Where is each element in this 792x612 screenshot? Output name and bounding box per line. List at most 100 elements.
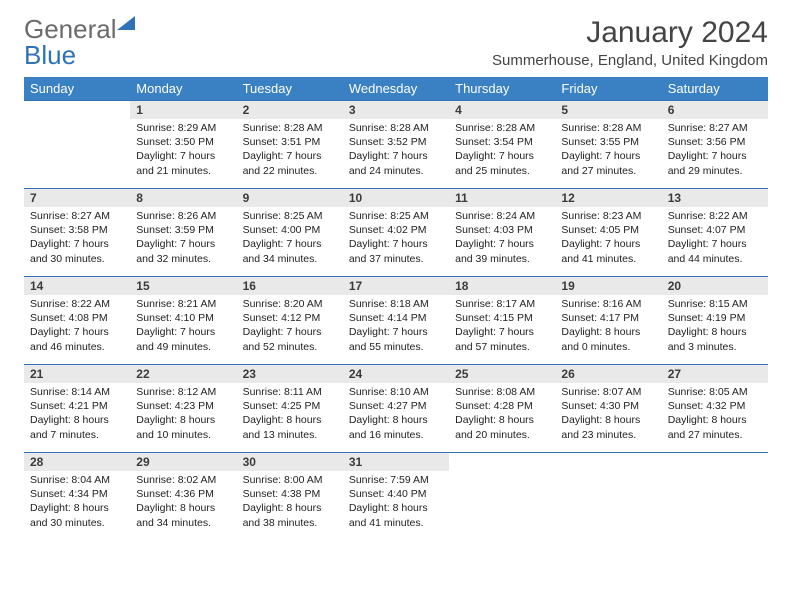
day-number: 3	[343, 101, 449, 119]
day-detail: Sunrise: 8:25 AMSunset: 4:00 PMDaylight:…	[237, 207, 343, 270]
day-detail: Sunrise: 8:15 AMSunset: 4:19 PMDaylight:…	[662, 295, 768, 358]
brand-text: General Blue	[24, 16, 139, 68]
calendar-day-cell: 11Sunrise: 8:24 AMSunset: 4:03 PMDayligh…	[449, 189, 555, 277]
calendar-day-cell: 14Sunrise: 8:22 AMSunset: 4:08 PMDayligh…	[24, 277, 130, 365]
day-detail: Sunrise: 8:23 AMSunset: 4:05 PMDaylight:…	[555, 207, 661, 270]
day-detail: Sunrise: 8:28 AMSunset: 3:51 PMDaylight:…	[237, 119, 343, 182]
calendar-day-cell: 10Sunrise: 8:25 AMSunset: 4:02 PMDayligh…	[343, 189, 449, 277]
sail-icon	[117, 16, 139, 32]
day-number: 21	[24, 365, 130, 383]
day-detail: Sunrise: 8:05 AMSunset: 4:32 PMDaylight:…	[662, 383, 768, 446]
day-detail: Sunrise: 8:22 AMSunset: 4:07 PMDaylight:…	[662, 207, 768, 270]
calendar-day-cell: 13Sunrise: 8:22 AMSunset: 4:07 PMDayligh…	[662, 189, 768, 277]
day-detail: Sunrise: 8:12 AMSunset: 4:23 PMDaylight:…	[130, 383, 236, 446]
day-detail: Sunrise: 8:27 AMSunset: 3:58 PMDaylight:…	[24, 207, 130, 270]
day-number: 23	[237, 365, 343, 383]
calendar-day-cell: 20Sunrise: 8:15 AMSunset: 4:19 PMDayligh…	[662, 277, 768, 365]
day-number: 29	[130, 453, 236, 471]
day-number: 2	[237, 101, 343, 119]
calendar-day-cell: 26Sunrise: 8:07 AMSunset: 4:30 PMDayligh…	[555, 365, 661, 453]
day-number: 16	[237, 277, 343, 295]
calendar-day-cell: 28Sunrise: 8:04 AMSunset: 4:34 PMDayligh…	[24, 453, 130, 541]
day-detail: Sunrise: 8:26 AMSunset: 3:59 PMDaylight:…	[130, 207, 236, 270]
day-number: 9	[237, 189, 343, 207]
day-detail: Sunrise: 8:17 AMSunset: 4:15 PMDaylight:…	[449, 295, 555, 358]
calendar-week-row: ..1Sunrise: 8:29 AMSunset: 3:50 PMDaylig…	[24, 101, 768, 189]
day-number: 5	[555, 101, 661, 119]
day-detail: Sunrise: 8:16 AMSunset: 4:17 PMDaylight:…	[555, 295, 661, 358]
calendar-week-row: 28Sunrise: 8:04 AMSunset: 4:34 PMDayligh…	[24, 453, 768, 541]
calendar-day-cell: 17Sunrise: 8:18 AMSunset: 4:14 PMDayligh…	[343, 277, 449, 365]
day-detail: Sunrise: 8:28 AMSunset: 3:54 PMDaylight:…	[449, 119, 555, 182]
day-detail: Sunrise: 8:25 AMSunset: 4:02 PMDaylight:…	[343, 207, 449, 270]
day-number: 26	[555, 365, 661, 383]
day-number: 6	[662, 101, 768, 119]
day-detail: Sunrise: 8:04 AMSunset: 4:34 PMDaylight:…	[24, 471, 130, 534]
day-number: 7	[24, 189, 130, 207]
day-header: Thursday	[449, 77, 555, 101]
calendar-day-cell: 16Sunrise: 8:20 AMSunset: 4:12 PMDayligh…	[237, 277, 343, 365]
calendar-week-row: 7Sunrise: 8:27 AMSunset: 3:58 PMDaylight…	[24, 189, 768, 277]
day-number: 17	[343, 277, 449, 295]
day-number: 27	[662, 365, 768, 383]
day-number: 13	[662, 189, 768, 207]
brand-blue: Blue	[24, 40, 76, 70]
day-number: 20	[662, 277, 768, 295]
calendar-day-cell: 21Sunrise: 8:14 AMSunset: 4:21 PMDayligh…	[24, 365, 130, 453]
day-number: 18	[449, 277, 555, 295]
day-number: 1	[130, 101, 236, 119]
day-number: 30	[237, 453, 343, 471]
day-header: Sunday	[24, 77, 130, 101]
header: General Blue January 2024 Summerhouse, E…	[24, 16, 768, 69]
day-number: 4	[449, 101, 555, 119]
day-detail: Sunrise: 8:29 AMSunset: 3:50 PMDaylight:…	[130, 119, 236, 182]
day-number: 14	[24, 277, 130, 295]
day-header: Friday	[555, 77, 661, 101]
day-detail: Sunrise: 8:21 AMSunset: 4:10 PMDaylight:…	[130, 295, 236, 358]
calendar-week-row: 21Sunrise: 8:14 AMSunset: 4:21 PMDayligh…	[24, 365, 768, 453]
month-title: January 2024	[492, 16, 768, 50]
calendar-day-cell: 22Sunrise: 8:12 AMSunset: 4:23 PMDayligh…	[130, 365, 236, 453]
day-number: 8	[130, 189, 236, 207]
calendar-day-cell: 25Sunrise: 8:08 AMSunset: 4:28 PMDayligh…	[449, 365, 555, 453]
calendar-day-cell: ..	[449, 453, 555, 541]
day-header: Monday	[130, 77, 236, 101]
calendar-day-cell: 1Sunrise: 8:29 AMSunset: 3:50 PMDaylight…	[130, 101, 236, 189]
day-number: 22	[130, 365, 236, 383]
day-detail: Sunrise: 7:59 AMSunset: 4:40 PMDaylight:…	[343, 471, 449, 534]
calendar-day-cell: 24Sunrise: 8:10 AMSunset: 4:27 PMDayligh…	[343, 365, 449, 453]
day-number: 15	[130, 277, 236, 295]
day-detail: Sunrise: 8:11 AMSunset: 4:25 PMDaylight:…	[237, 383, 343, 446]
day-number: 25	[449, 365, 555, 383]
day-header: Saturday	[662, 77, 768, 101]
calendar-day-cell: 8Sunrise: 8:26 AMSunset: 3:59 PMDaylight…	[130, 189, 236, 277]
calendar-day-cell: ..	[555, 453, 661, 541]
calendar-day-cell: 2Sunrise: 8:28 AMSunset: 3:51 PMDaylight…	[237, 101, 343, 189]
day-detail: Sunrise: 8:02 AMSunset: 4:36 PMDaylight:…	[130, 471, 236, 534]
calendar-day-cell: 31Sunrise: 7:59 AMSunset: 4:40 PMDayligh…	[343, 453, 449, 541]
calendar-day-cell: 3Sunrise: 8:28 AMSunset: 3:52 PMDaylight…	[343, 101, 449, 189]
calendar-day-cell: 19Sunrise: 8:16 AMSunset: 4:17 PMDayligh…	[555, 277, 661, 365]
calendar-day-cell: 29Sunrise: 8:02 AMSunset: 4:36 PMDayligh…	[130, 453, 236, 541]
calendar-day-cell: 9Sunrise: 8:25 AMSunset: 4:00 PMDaylight…	[237, 189, 343, 277]
day-detail: Sunrise: 8:00 AMSunset: 4:38 PMDaylight:…	[237, 471, 343, 534]
day-detail: Sunrise: 8:22 AMSunset: 4:08 PMDaylight:…	[24, 295, 130, 358]
calendar-page: General Blue January 2024 Summerhouse, E…	[0, 0, 792, 557]
calendar-body: ..1Sunrise: 8:29 AMSunset: 3:50 PMDaylig…	[24, 101, 768, 541]
calendar-day-cell: ..	[662, 453, 768, 541]
calendar-day-cell: ..	[24, 101, 130, 189]
calendar-day-cell: 7Sunrise: 8:27 AMSunset: 3:58 PMDaylight…	[24, 189, 130, 277]
day-header: Wednesday	[343, 77, 449, 101]
day-number: 24	[343, 365, 449, 383]
calendar-week-row: 14Sunrise: 8:22 AMSunset: 4:08 PMDayligh…	[24, 277, 768, 365]
day-number: 12	[555, 189, 661, 207]
calendar-day-cell: 18Sunrise: 8:17 AMSunset: 4:15 PMDayligh…	[449, 277, 555, 365]
location-text: Summerhouse, England, United Kingdom	[492, 52, 768, 69]
day-number: 28	[24, 453, 130, 471]
day-detail: Sunrise: 8:08 AMSunset: 4:28 PMDaylight:…	[449, 383, 555, 446]
brand-logo: General Blue	[24, 16, 139, 68]
day-detail: Sunrise: 8:24 AMSunset: 4:03 PMDaylight:…	[449, 207, 555, 270]
day-detail: Sunrise: 8:28 AMSunset: 3:52 PMDaylight:…	[343, 119, 449, 182]
title-block: January 2024 Summerhouse, England, Unite…	[492, 16, 768, 69]
day-detail: Sunrise: 8:07 AMSunset: 4:30 PMDaylight:…	[555, 383, 661, 446]
